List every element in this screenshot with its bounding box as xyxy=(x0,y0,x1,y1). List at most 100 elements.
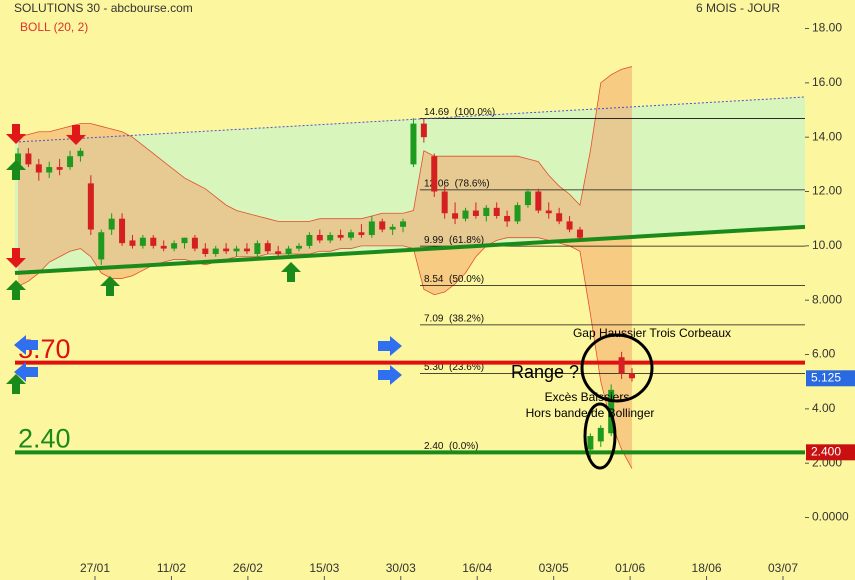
candle-body xyxy=(504,215,511,222)
price-tag xyxy=(806,370,855,387)
candle-body xyxy=(243,248,250,252)
candle-body xyxy=(119,218,126,244)
x-tick-label: 18/06 xyxy=(692,561,722,575)
x-tick-label: 03/07 xyxy=(768,561,798,575)
arrow-down xyxy=(6,248,26,268)
candle-body xyxy=(597,427,604,442)
arrow-left xyxy=(14,335,38,355)
y-tick-label: 14.00 xyxy=(812,129,842,143)
trendline xyxy=(14,224,806,276)
candle-body xyxy=(410,123,417,165)
candle-body xyxy=(171,243,178,249)
y-tick-label: 12.00 xyxy=(812,184,842,198)
candle-body xyxy=(535,191,542,211)
arrow-up xyxy=(281,262,301,282)
candle-body xyxy=(337,234,344,238)
band-fill xyxy=(18,66,632,469)
candle-body xyxy=(441,191,448,214)
candle-body xyxy=(566,221,573,230)
fib-label: 8.54 (50.0%) xyxy=(424,274,484,285)
price-tag-label: 2.400 xyxy=(811,444,841,458)
arrow-left xyxy=(14,362,38,382)
plot: 14.69 (100.0%) 12.06 (78.6%) 9.99 (61.8%) 8… xyxy=(6,21,855,580)
candle-body xyxy=(618,357,625,374)
annotation: Range ? xyxy=(511,362,579,382)
candle-body xyxy=(108,218,115,230)
y-tick-label: 8.000 xyxy=(812,292,842,306)
candle-body xyxy=(420,123,427,138)
candle-body xyxy=(389,226,396,230)
x-tick-label: 11/02 xyxy=(157,561,186,575)
candle-body xyxy=(493,207,500,216)
candle-body xyxy=(472,210,479,216)
candle-body xyxy=(56,167,63,170)
candle-body xyxy=(545,210,552,214)
price-tag-label: 5.125 xyxy=(811,370,841,384)
arrow-up xyxy=(6,280,26,300)
fib-label: 5.30 (23.6%) xyxy=(424,362,484,373)
candle-body xyxy=(15,153,21,165)
candle-body xyxy=(576,229,583,238)
candle-body xyxy=(254,243,261,255)
candle-body xyxy=(191,237,198,249)
candle-body xyxy=(35,164,42,173)
candle-body xyxy=(358,232,365,235)
y-tick-label: 18.00 xyxy=(812,21,842,35)
candle-body xyxy=(160,245,167,249)
candle-body xyxy=(87,183,94,230)
candle-body xyxy=(400,221,407,227)
fib-label: 9.99 (61.8%) xyxy=(424,235,484,246)
x-tick-label: 15/03 xyxy=(309,561,339,575)
y-tick-label: 16.00 xyxy=(812,75,842,89)
price-tag xyxy=(806,444,855,461)
arrow-up xyxy=(6,160,26,180)
band-upper xyxy=(17,66,633,222)
candle-body xyxy=(181,237,188,244)
candle-body xyxy=(368,221,375,235)
candle-body xyxy=(212,248,219,255)
fib-label: 14.69 (100.0%) xyxy=(424,107,495,118)
arrow-down xyxy=(66,125,86,145)
fib-label: 2.40 (0.0%) xyxy=(424,441,478,452)
legend-entry: BOLL (20, 2) xyxy=(20,20,88,34)
y-tick-label: 6.00 xyxy=(812,347,836,361)
x-tick-label: 16/04 xyxy=(462,561,492,575)
highlight-circle xyxy=(580,333,654,403)
candle-body xyxy=(587,436,594,450)
y-tick-label: 10.00 xyxy=(812,238,842,252)
arrow-up xyxy=(6,374,26,394)
candle-body xyxy=(98,232,105,260)
arrow-right xyxy=(378,336,402,356)
candle-body xyxy=(556,213,563,222)
candle-body xyxy=(327,234,334,241)
x-tick-label: 27/01 xyxy=(80,561,110,575)
candle-body xyxy=(462,210,469,219)
candle-body xyxy=(295,245,302,249)
candle-body xyxy=(150,237,157,246)
y-tick-label: 0.0000 xyxy=(812,510,849,524)
x-tick-label: 03/05 xyxy=(539,561,569,575)
arrow-up xyxy=(100,276,120,296)
candle-body xyxy=(348,232,355,238)
band-lower xyxy=(17,237,633,469)
chart-title: SOLUTIONS 30 - abcbourse.com xyxy=(14,1,193,15)
candle-body xyxy=(524,191,531,206)
candle-body xyxy=(275,251,282,255)
candle-body xyxy=(202,248,209,255)
fib-label: 7.09 (38.2%) xyxy=(424,314,484,325)
fib-label: 12.06 (78.6%) xyxy=(424,179,490,190)
highlight-circle xyxy=(583,402,617,470)
arrow-down xyxy=(6,124,26,144)
x-tick-label: 30/03 xyxy=(386,561,416,575)
candle-body xyxy=(233,248,240,252)
candle-body xyxy=(264,243,271,252)
candle-body xyxy=(285,248,292,255)
candle-body xyxy=(46,167,53,173)
arrow-right xyxy=(378,365,402,385)
candle-body xyxy=(129,240,136,246)
candle-body xyxy=(379,221,386,230)
candle-body xyxy=(77,150,84,157)
annotation: Gap Haussier Trois Corbeaux xyxy=(573,326,731,340)
candle-body xyxy=(483,207,490,216)
